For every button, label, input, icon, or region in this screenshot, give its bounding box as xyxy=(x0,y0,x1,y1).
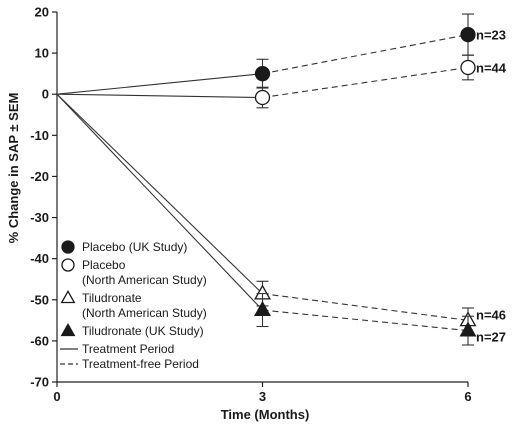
data-point xyxy=(460,26,476,43)
series-line-solid xyxy=(56,93,263,311)
n-label: n=23 xyxy=(476,28,506,43)
y-tick-label: -40 xyxy=(30,251,49,266)
data-point xyxy=(254,300,271,316)
n-label: n=27 xyxy=(476,330,506,345)
data-point xyxy=(254,66,271,82)
axes: 20 10 0 -10 -20 -30 -40 -50 -60 -70 0 3 6 xyxy=(30,5,471,405)
data-point xyxy=(459,321,477,337)
legend-label: (North American Study) xyxy=(82,273,207,287)
series-line-dashed xyxy=(262,293,469,321)
x-tick-label: 0 xyxy=(53,389,60,404)
legend-label: (North American Study) xyxy=(82,306,207,320)
series-line-dashed xyxy=(262,309,469,332)
series-line-solid xyxy=(56,93,263,99)
y-tick-label: 0 xyxy=(42,87,49,102)
x-tick-label: 6 xyxy=(464,389,471,404)
legend-marker xyxy=(60,322,76,337)
legend-marker xyxy=(61,240,75,254)
y-axis-label: % Change in SAP ± SEM xyxy=(6,93,21,244)
y-tick-label: 10 xyxy=(35,46,49,61)
legend-marker xyxy=(60,289,76,304)
y-tick-label: -50 xyxy=(30,292,49,307)
legend-label: Placebo xyxy=(82,258,126,272)
chart-marks: n=23 n=44 n=46 n=27 xyxy=(56,13,507,346)
legend-label: Tiludronate (UK Study) xyxy=(82,324,204,338)
series-line-dashed xyxy=(262,66,469,99)
n-label: n=46 xyxy=(476,307,506,322)
n-label: n=44 xyxy=(476,61,507,76)
x-axis-label: Time (Months) xyxy=(221,407,310,422)
y-tick-label: -70 xyxy=(30,375,49,390)
data-point xyxy=(254,89,271,106)
legend-label: Tiludronate xyxy=(82,291,142,305)
legend: Placebo (UK Study)Placebo(North American… xyxy=(60,240,207,371)
series-line-dashed xyxy=(262,34,469,75)
series-line-solid xyxy=(56,93,263,295)
legend-label: Treatment Period xyxy=(82,342,174,356)
legend-label: Placebo (UK Study) xyxy=(82,240,187,254)
y-tick-label: -30 xyxy=(30,210,49,225)
y-tick-label: -20 xyxy=(30,169,49,184)
series-line-solid xyxy=(56,73,263,95)
y-tick-label: -10 xyxy=(30,128,49,143)
x-tick-label: 3 xyxy=(259,389,266,404)
legend-label: Treatment-free Period xyxy=(82,357,199,371)
y-tick-label: 20 xyxy=(35,5,49,20)
y-tick-label: -60 xyxy=(30,333,49,348)
data-point xyxy=(460,59,476,76)
legend-marker xyxy=(61,258,75,272)
